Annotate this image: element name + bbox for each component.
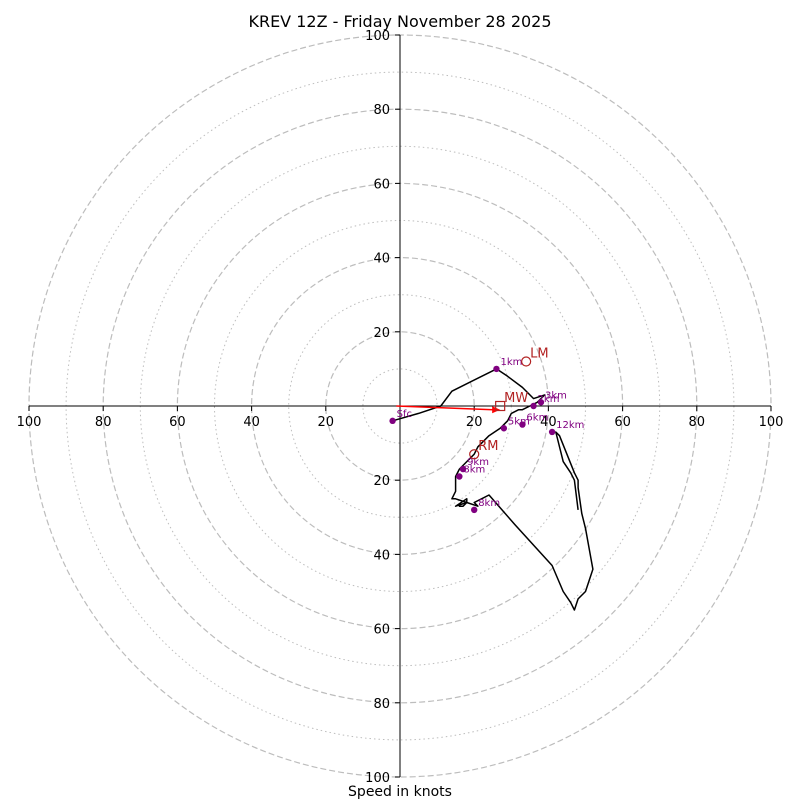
x-tick-label: 80 [689,415,706,430]
storm-motion-markers: LM RM MW [469,346,549,460]
x-tick-label: 100 [759,415,784,430]
chart-title: KREV 12Z - Friday November 28 2025 [248,12,551,31]
height-marker-1km [493,365,500,373]
height-marker-label: 9km [467,457,489,468]
height-marker-5km [500,425,508,432]
y-tick-label: 60 [373,177,390,192]
x-tick-label: 100 [17,415,42,430]
storm-motion-label: MW [504,391,528,406]
storm-motion-marker-RM [469,449,480,460]
x-tick-label: 20 [466,415,483,430]
y-tick-label: 80 [373,697,390,712]
height-marker-label: 1km [500,357,522,368]
height-marker-label: 8km [478,498,500,509]
height-marker-9km [459,465,467,473]
x-axis-label: Speed in knots [348,784,452,800]
y-tick-label: 60 [373,623,390,638]
storm-motion-marker-MW [495,400,506,412]
storm-motion-label: RM [478,439,498,454]
height-marker-label: 6km [526,413,548,424]
x-tick-label: 40 [540,415,557,430]
wind-profile [392,368,594,611]
height-marker-12km [548,428,556,436]
shear-arrow-shaft [396,405,494,411]
height-marker-label: 8km [463,464,485,475]
y-tick-label: 20 [373,474,390,489]
y-tick-label: 20 [373,326,390,341]
y-tick-label: 40 [373,548,390,563]
height-marker-label: 3km [545,390,567,401]
height-marker-3km [537,399,545,406]
storm-motion-marker-LM [521,356,532,367]
storm-motion-label: LM [530,346,548,361]
height-marker-Sfc [389,417,396,425]
tick-labels: 100 80 60 40 20 20 40 60 80 100 100 80 60 40 20 20 40 60 8… [17,29,784,786]
y-tick-label: 100 [365,771,390,786]
height-marker-8km [456,473,463,480]
x-tick-label: 60 [169,415,186,430]
height-marker-label: 2km [538,394,560,405]
wind-profile-line [392,368,594,611]
height-marker-label: 5km [508,416,530,427]
y-tick-label: 40 [373,252,390,267]
y-tick-label: 100 [365,29,390,44]
x-tick-label: 80 [95,415,112,430]
height-marker-label: 12km [556,420,584,431]
x-tick-label: 60 [614,415,631,430]
x-tick-label: 20 [318,415,335,430]
height-marker-2km [530,402,537,410]
height-marker-8km [471,506,478,514]
x-tick-label: 40 [243,415,260,430]
height-marker-6km [519,421,526,428]
height-marker-label: Sfc [397,409,412,420]
y-tick-label: 80 [373,103,390,118]
